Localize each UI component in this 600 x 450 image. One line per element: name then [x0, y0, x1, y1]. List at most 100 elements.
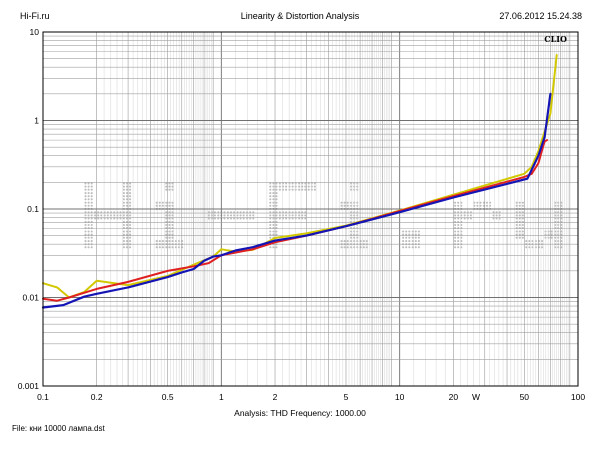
- watermark-dot: [106, 217, 109, 220]
- watermark-dot: [90, 240, 93, 243]
- watermark-dot: [457, 204, 460, 207]
- watermark-dot: [498, 217, 501, 220]
- watermark-dot: [125, 214, 129, 217]
- watermark-dot: [125, 182, 129, 185]
- watermark-dot: [554, 214, 557, 217]
- watermark-dot: [242, 217, 245, 220]
- watermark-dot: [350, 214, 353, 217]
- watermark-dot: [129, 185, 132, 188]
- x-tick-label: 2: [273, 392, 278, 402]
- watermark: [84, 182, 563, 249]
- watermark-dot: [100, 217, 103, 220]
- watermark-dot: [171, 217, 174, 220]
- watermark-dot: [122, 240, 125, 243]
- watermark-dot: [90, 204, 93, 207]
- watermark-dot: [541, 246, 544, 249]
- watermark-dot: [414, 233, 417, 236]
- watermark-dot: [155, 201, 158, 204]
- watermark-dot: [402, 230, 405, 233]
- watermark-dot: [168, 182, 171, 185]
- grid: [43, 32, 578, 386]
- watermark-dot: [125, 230, 129, 233]
- watermark-dot: [168, 204, 171, 207]
- watermark-dot: [122, 198, 125, 201]
- watermark-dot: [313, 188, 316, 191]
- watermark-dot: [294, 182, 297, 185]
- watermark-dot: [278, 182, 281, 185]
- watermark-dot: [495, 217, 498, 220]
- watermark-dot: [125, 195, 129, 198]
- watermark-dot: [414, 246, 417, 249]
- watermark-dot: [129, 195, 132, 198]
- watermark-dot: [223, 214, 226, 217]
- watermark-dot: [417, 240, 420, 243]
- watermark-dot: [405, 236, 408, 239]
- watermark-dot: [171, 240, 174, 243]
- watermark-dot: [168, 188, 171, 191]
- watermark-dot: [457, 214, 460, 217]
- watermark-dot: [278, 217, 281, 220]
- watermark-dot: [485, 201, 489, 204]
- watermark-dot: [521, 230, 524, 233]
- watermark-dot: [457, 236, 460, 239]
- x-tick-label: 0.1: [37, 392, 49, 402]
- watermark-dot: [165, 217, 168, 220]
- x-tick-label: 1: [219, 392, 224, 402]
- watermark-dot: [171, 201, 174, 204]
- watermark-dot: [457, 240, 460, 243]
- watermark-dot: [129, 246, 132, 249]
- watermark-dot: [285, 214, 288, 217]
- watermark-dot: [294, 214, 297, 217]
- x-axis-label: Analysis: THD Frequency: 1000.00: [234, 408, 366, 418]
- watermark-dot: [304, 217, 307, 220]
- watermark-dot: [272, 185, 275, 188]
- watermark-dot: [242, 214, 245, 217]
- watermark-dot: [125, 246, 129, 249]
- watermark-dot: [87, 198, 90, 201]
- watermark-dot: [479, 201, 482, 204]
- watermark-dot: [278, 214, 281, 217]
- watermark-dot: [288, 185, 291, 188]
- watermark-dot: [521, 217, 524, 220]
- watermark-dot: [217, 214, 220, 217]
- watermark-dot: [275, 217, 278, 220]
- watermark-dot: [350, 204, 353, 207]
- y-axis: 0.001 0.01 0.1 1 10: [18, 27, 40, 391]
- watermark-dot: [226, 217, 229, 220]
- watermark-dot: [239, 214, 242, 217]
- y-tick-label: 10: [30, 27, 40, 37]
- watermark-dot: [411, 240, 414, 243]
- watermark-dot: [489, 204, 492, 207]
- watermark-dot: [482, 204, 485, 207]
- watermark-dot: [301, 188, 304, 191]
- watermark-dot: [233, 217, 236, 220]
- x-tick-label: 5: [344, 392, 349, 402]
- watermark-dot: [90, 195, 93, 198]
- watermark-dot: [171, 236, 174, 239]
- y-tick-label: 0.001: [18, 381, 40, 391]
- watermark-dot: [340, 204, 343, 207]
- watermark-dot: [411, 233, 414, 236]
- watermark-dot: [544, 236, 547, 239]
- watermark-dot: [476, 204, 479, 207]
- watermark-dot: [207, 214, 210, 217]
- file-name: File: кни 10000 лампа.dst: [12, 424, 105, 433]
- watermark-dot: [298, 217, 301, 220]
- watermark-dot: [158, 240, 161, 243]
- watermark-dot: [515, 217, 518, 220]
- watermark-dot: [269, 192, 272, 195]
- watermark-dot: [402, 236, 405, 239]
- watermark-dot: [129, 188, 132, 191]
- watermark-dot: [122, 182, 125, 185]
- watermark-dot: [87, 192, 90, 195]
- watermark-dot: [275, 185, 278, 188]
- watermark-dot: [479, 204, 482, 207]
- watermark-dot: [269, 188, 272, 191]
- watermark-dot: [350, 230, 353, 233]
- watermark-dot: [161, 204, 164, 207]
- watermark-dot: [350, 185, 353, 188]
- watermark-dot: [84, 240, 87, 243]
- watermark-dot: [417, 233, 420, 236]
- watermark-dot: [217, 217, 220, 220]
- watermark-dot: [249, 214, 252, 217]
